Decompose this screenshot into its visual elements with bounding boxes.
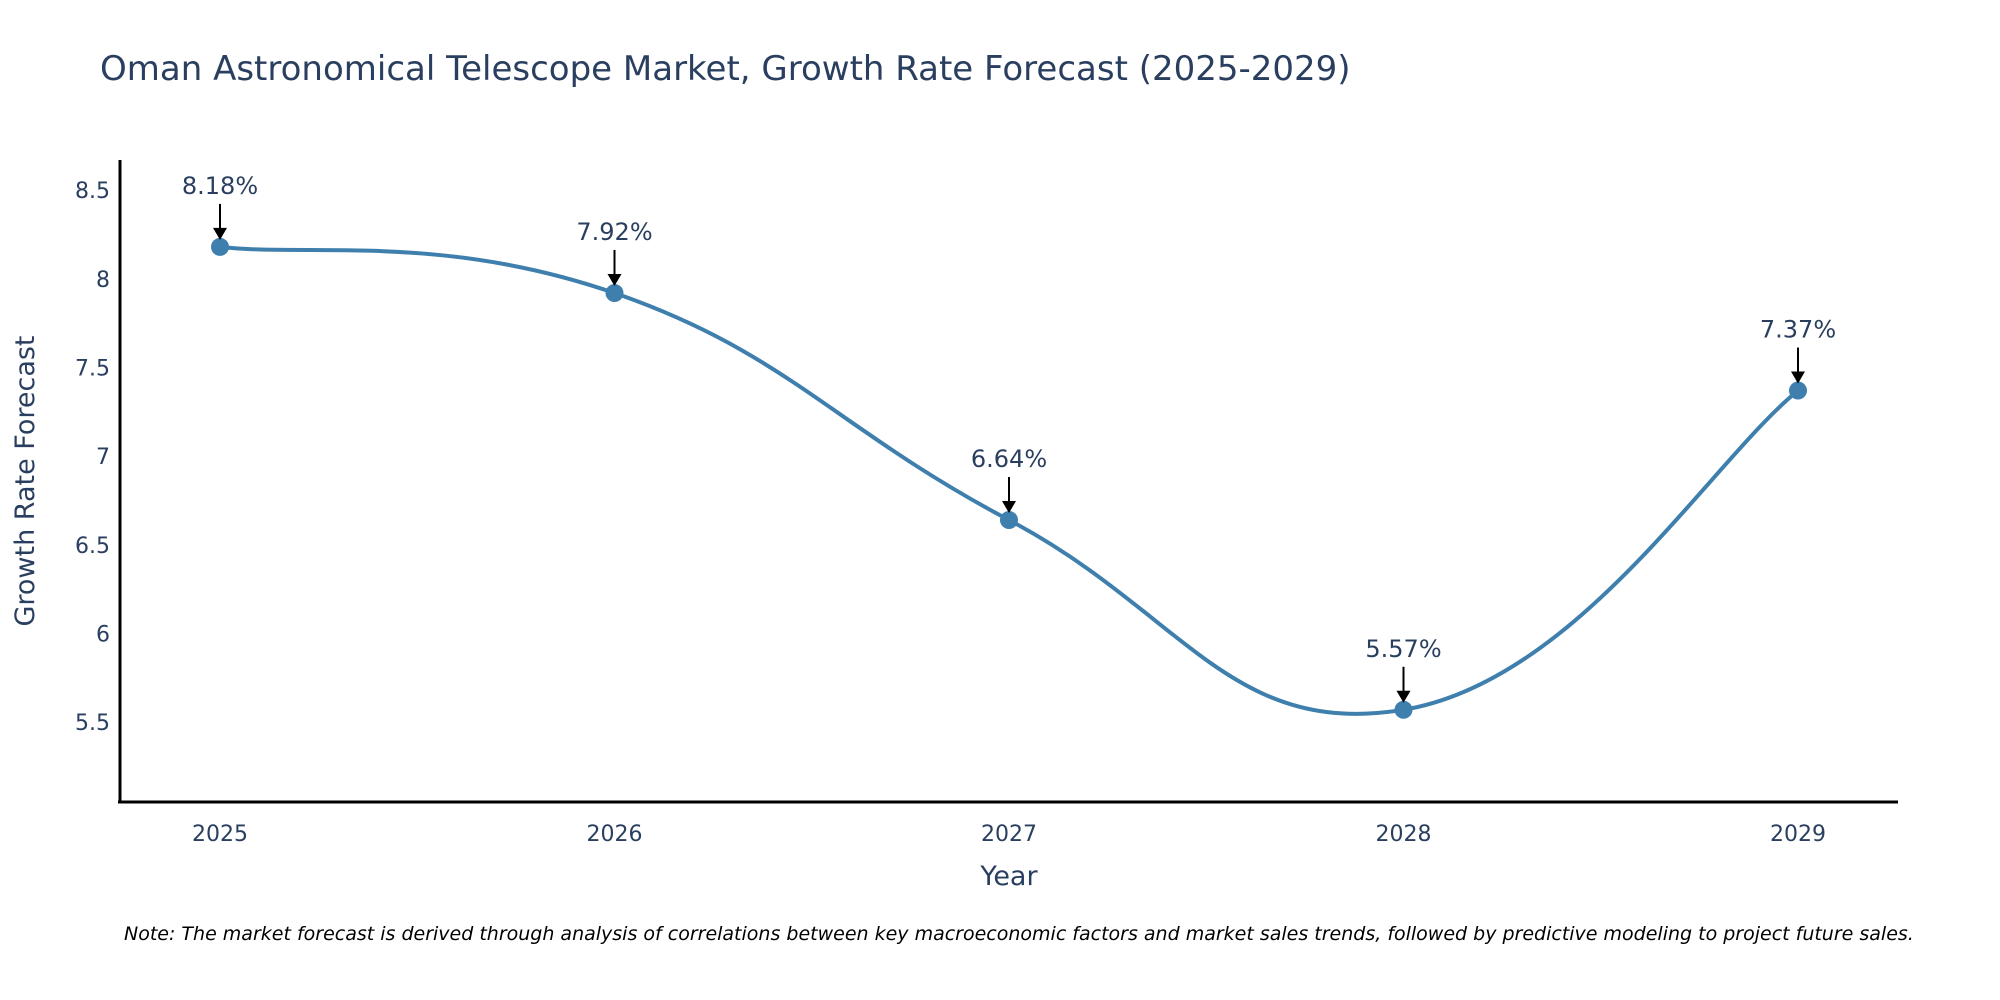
data-point: [1789, 381, 1807, 400]
y-tick-label: 6.5: [75, 534, 110, 559]
annotation-arrow-head: [1002, 501, 1016, 514]
y-tick-label: 8: [96, 268, 110, 293]
x-tick-label: 2025: [192, 822, 248, 847]
data-annotations: 8.18% 7.92% 6.64% 5.57% 7.37%: [182, 172, 1836, 703]
annotation-arrow-head: [213, 227, 227, 240]
data-label: 7.92%: [576, 218, 652, 246]
y-tick-label: 5.5: [75, 711, 110, 736]
y-tick-label: 8.5: [75, 179, 110, 204]
annotation-arrow-head: [1791, 371, 1805, 384]
x-tick-label: 2028: [1376, 822, 1432, 847]
y-axis-title: Growth Rate Forecast: [10, 335, 41, 626]
y-axis-ticks: 5.5 6 6.5 7 7.5 8 8.5: [75, 179, 110, 736]
chart-title: Oman Astronomical Telescope Market, Grow…: [100, 49, 1351, 89]
data-point: [1000, 511, 1018, 530]
y-tick-label: 7: [96, 445, 110, 470]
data-point: [1394, 700, 1413, 719]
chart-note: Note: The market forecast is derived thr…: [124, 923, 1914, 945]
x-tick-label: 2029: [1770, 822, 1826, 847]
series-line: [218, 244, 1800, 716]
x-tick-label: 2026: [587, 822, 643, 847]
data-markers: [211, 237, 1807, 719]
annotation-arrow-head: [1396, 690, 1411, 703]
x-tick-label: 2027: [981, 822, 1037, 847]
y-tick-label: 7.5: [75, 356, 110, 381]
data-label: 8.18%: [182, 172, 258, 200]
data-label: 6.64%: [971, 445, 1047, 473]
x-axis-title: Year: [979, 861, 1038, 892]
data-point: [211, 237, 229, 256]
data-point: [605, 284, 624, 303]
annotation-arrow-head: [607, 274, 622, 287]
data-label: 5.57%: [1365, 635, 1441, 663]
y-tick-label: 6: [96, 623, 110, 648]
data-label: 7.37%: [1760, 316, 1836, 344]
x-axis-ticks: 2025 2026 2027 2028 2029: [192, 822, 1826, 847]
